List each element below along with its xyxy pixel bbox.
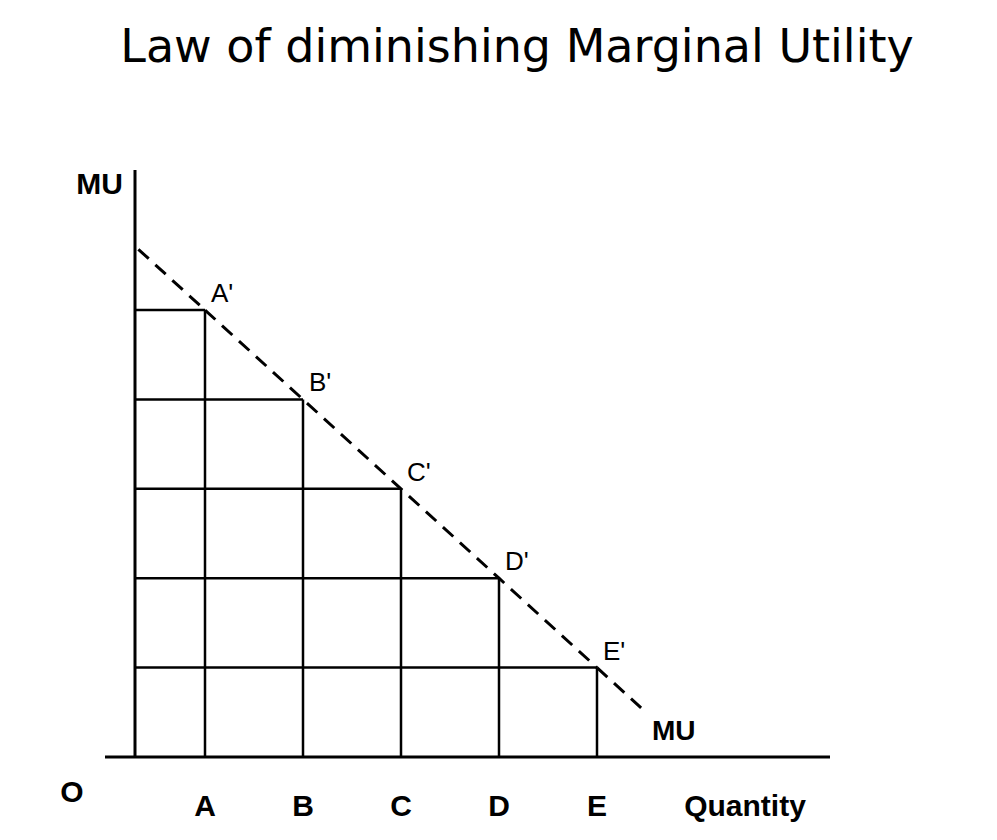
point-label: C' <box>407 457 431 487</box>
curve-extension <box>597 668 641 708</box>
horizontal-drop-line <box>135 398 303 401</box>
point-label: D' <box>505 546 529 576</box>
x-tick-label: D <box>488 789 510 822</box>
vertical-drop-line <box>596 668 599 757</box>
origin-label: O <box>60 775 83 808</box>
mu-curve <box>205 310 597 668</box>
y-axis <box>134 170 137 757</box>
x-tick-label: B <box>292 789 314 822</box>
horizontal-drop-line <box>135 577 499 580</box>
point-label: A' <box>211 278 233 308</box>
point-label: E' <box>603 636 625 666</box>
chart: Law of diminishing Marginal Utility MU O Qu… <box>0 0 997 840</box>
y-axis-label: MU <box>76 167 123 200</box>
title: Law of diminishing Marginal Utility <box>120 19 913 73</box>
vertical-drop-line <box>204 310 207 757</box>
plot-area <box>135 249 641 757</box>
point-label: B' <box>309 367 331 397</box>
vertical-drop-line <box>400 489 403 757</box>
x-axis <box>105 756 830 759</box>
x-tick-label: C <box>390 789 412 822</box>
x-tick-label: E <box>587 789 607 822</box>
series-label: MU <box>652 715 696 746</box>
horizontal-drop-line <box>135 488 401 491</box>
horizontal-drop-line <box>135 666 597 669</box>
x-tick-label: A <box>194 789 216 822</box>
curve-extension <box>138 249 205 310</box>
chart-root: Law of diminishing Marginal Utility MU O Qu… <box>0 0 997 840</box>
x-axis-label: Quantity <box>684 789 806 822</box>
horizontal-drop-line <box>135 309 205 312</box>
